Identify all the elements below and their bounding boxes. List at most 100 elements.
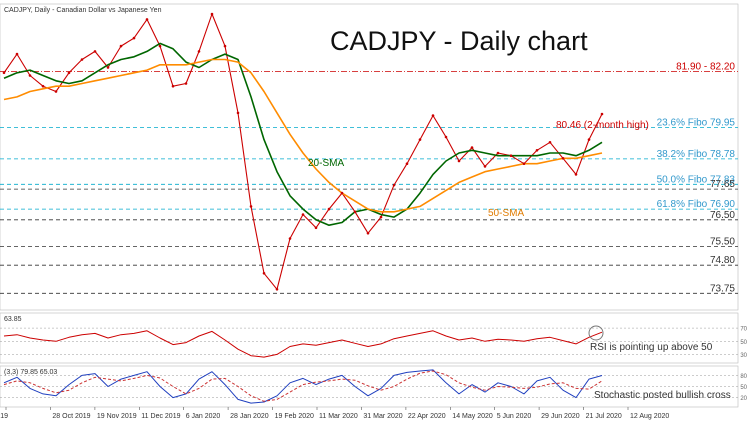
price-point-31: [405, 162, 409, 165]
price-point-7: [93, 50, 97, 53]
price-point-26: [340, 191, 344, 195]
level-label-3: 50.0% Fibo 77.83: [657, 174, 736, 185]
x-tick-label-11: 5 Jun 2020: [497, 413, 532, 420]
price-panel: 81.90 - 82.20 23.6% Fibo 79.95 38.2% Fibo …: [0, 3, 739, 311]
price-point-45: [587, 138, 591, 141]
level-label-0: 81.90 - 82.20: [676, 62, 735, 73]
price-point-15: [197, 50, 201, 53]
x-tick-label-4: 6 Jan 2020: [186, 413, 221, 420]
price-point-12: [158, 44, 162, 48]
price-point-27: [353, 210, 357, 214]
x-tick-label-3: 11 Dec 2019: [141, 413, 180, 420]
price-point-46: [600, 112, 604, 116]
chart-title: CADJPY - Daily chart: [330, 26, 588, 56]
price-point-24: [314, 226, 318, 230]
stochastic-d-line: [3, 370, 603, 402]
price-point-34: [444, 135, 448, 139]
level-label-2: 38.2% Fibo 78.78: [657, 149, 736, 160]
price-point-25: [327, 207, 331, 211]
price-point-38: [496, 151, 500, 155]
instrument-label: CADJPY, Daily - Canadian Dollar vs Japan…: [4, 7, 162, 14]
price-point-29: [379, 215, 383, 219]
price-point-11: [145, 18, 149, 21]
stochastic-level-label-2: 20: [740, 396, 747, 402]
price-point-17: [223, 44, 227, 48]
price-point-8: [106, 66, 110, 69]
rsi-level-label-1: 50: [740, 340, 747, 346]
x-tick-label-1: 28 Oct 2019: [52, 413, 90, 420]
stochastic-annotation: Stochastic posted bullish cross: [594, 390, 731, 401]
stochastic-series: 80 50 20: [0, 369, 748, 404]
price-point-6: [80, 58, 84, 61]
price-point-28: [366, 231, 370, 235]
price-point-33: [431, 114, 435, 117]
rsi-line: [3, 330, 603, 358]
x-tick-label-8: 31 Mar 2020: [363, 413, 402, 420]
x-tick-label-9: 22 Apr 2020: [408, 413, 446, 420]
price-point-4: [54, 90, 58, 93]
annotation-20-sma: 20-SMA: [308, 158, 344, 169]
price-point-37: [483, 165, 487, 168]
x-tick-label-13: 21 Jul 2020: [586, 413, 622, 420]
x-tick-label-5: 28 Jan 2020: [230, 413, 269, 420]
support-resistance-levels: 81.90 - 82.20 23.6% Fibo 79.95 38.2% Fibo …: [0, 62, 738, 294]
price-point-13: [171, 84, 175, 88]
series-line-1: [3, 42, 603, 226]
price-point-0: [2, 71, 6, 75]
price-point-40: [522, 162, 526, 165]
x-tick-label-10: 14 May 2020: [452, 413, 493, 420]
price-series: [2, 12, 604, 291]
price-point-21: [275, 288, 279, 291]
x-axis: 2019 28 Oct 2019 19 Nov 2019 11 Dec 2019 6 J…: [0, 407, 669, 420]
price-point-2: [28, 74, 32, 77]
price-point-42: [548, 141, 552, 144]
rsi-level-label-2: 30: [740, 353, 747, 359]
rsi-level-label-0: 70: [740, 327, 747, 333]
stochastic-level-label-1: 50: [740, 385, 747, 391]
stochastic-panel: 80 50 20 (3,3) 79.85 65.03 Stochastic post…: [0, 365, 748, 408]
level-label-1: 23.6% Fibo 79.95: [657, 118, 736, 129]
price-point-3: [41, 84, 45, 88]
price-point-43: [561, 157, 565, 160]
price-point-39: [509, 154, 513, 157]
price-point-22: [288, 237, 292, 240]
price-point-1: [15, 52, 19, 56]
annotation-50-sma: 50-SMA: [488, 208, 524, 219]
level-label-7: 75.50: [710, 237, 735, 248]
x-tick-label-0: 2019: [0, 413, 8, 420]
level-label-8: 74.80: [710, 255, 735, 266]
level-label-5: 61.8% Fibo 76.90: [657, 199, 736, 210]
price-point-23: [301, 213, 305, 216]
price-point-41: [535, 149, 539, 152]
price-point-18: [236, 111, 240, 115]
stochastic-header: (3,3) 79.85 65.03: [4, 369, 57, 376]
stochastic-level-label-0: 80: [740, 374, 747, 380]
x-tick-label-2: 19 Nov 2019: [97, 413, 137, 420]
level-label-6: 76.50: [710, 210, 735, 221]
rsi-annotation: RSI is pointing up above 50: [590, 342, 713, 353]
x-tick-label-7: 11 Mar 2020: [319, 413, 358, 420]
x-tick-label-6: 19 Feb 2020: [275, 413, 314, 420]
x-tick-label-12: 29 Jun 2020: [541, 413, 580, 420]
rsi-series: 70 50 30: [0, 327, 748, 359]
rsi-header: 63.85: [4, 316, 22, 323]
rsi-panel-frame: [0, 312, 739, 364]
price-point-32: [418, 138, 422, 141]
level-label-9: 73.75: [710, 283, 735, 294]
annotation-two-month-high: 80.46 (2-month high): [556, 120, 649, 131]
stochastic-k-line: [3, 369, 603, 404]
price-point-30: [392, 183, 396, 187]
series-line-2: [3, 58, 603, 213]
price-point-35: [457, 159, 461, 163]
level-label-4: 77.65: [710, 179, 735, 190]
rsi-panel: 70 50 30 63.85 RSI is pointing up above 50: [0, 312, 748, 364]
price-point-44: [574, 173, 578, 176]
price-point-20: [262, 272, 266, 275]
price-point-5: [67, 71, 71, 75]
price-point-16: [210, 12, 214, 16]
rsi-highlight-circle: [588, 325, 604, 341]
price-panel-frame: [0, 3, 739, 311]
x-tick-label-14: 12 Aug 2020: [630, 413, 669, 420]
price-point-36: [470, 146, 474, 149]
